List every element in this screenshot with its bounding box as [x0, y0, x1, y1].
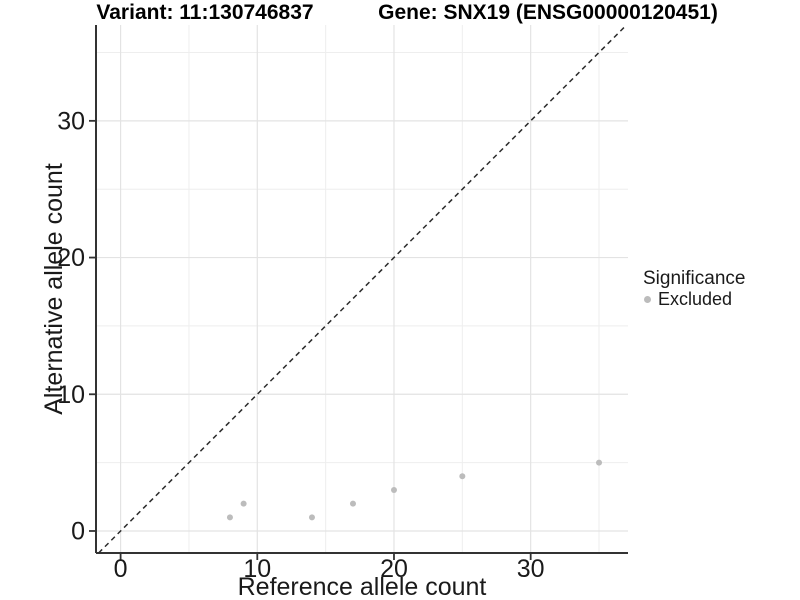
- x-axis-title: Reference allele count: [238, 573, 487, 600]
- data-point: [596, 459, 603, 466]
- axes: 0 10 20 30 0 10 20 30: [57, 25, 628, 583]
- data-point: [226, 514, 233, 521]
- data-point: [459, 473, 466, 480]
- data-point: [349, 500, 356, 507]
- y-tick-label: 20: [57, 244, 85, 272]
- y-axis-title: Alternative allele count: [40, 163, 68, 415]
- x-tick-label: 20: [380, 555, 408, 583]
- x-tick-label: 10: [243, 555, 271, 583]
- data-point: [308, 514, 315, 521]
- legend: Significance Excluded: [641, 268, 799, 310]
- x-tick-label: 0: [114, 555, 128, 583]
- identity-dashed-line: [98, 24, 628, 554]
- data-point: [240, 500, 247, 507]
- legend-title: Significance: [643, 268, 746, 289]
- y-tick-label: 0: [71, 517, 85, 545]
- gridlines: [96, 25, 628, 553]
- x-tick-label: 30: [517, 555, 545, 583]
- legend-item-label: Excluded: [658, 289, 733, 309]
- plot-title-gene: Gene: SNX19 (ENSG00000120451): [378, 1, 718, 24]
- legend-item-excluded: Excluded: [641, 289, 799, 310]
- y-tick-label: 10: [57, 381, 85, 409]
- legend-point-icon: [644, 296, 651, 303]
- data-point: [390, 486, 397, 493]
- identity-line: [98, 24, 628, 554]
- plot-title-variant: Variant: 11:130746837: [96, 1, 313, 24]
- data-points: [226, 459, 603, 521]
- y-tick-label: 30: [57, 107, 85, 135]
